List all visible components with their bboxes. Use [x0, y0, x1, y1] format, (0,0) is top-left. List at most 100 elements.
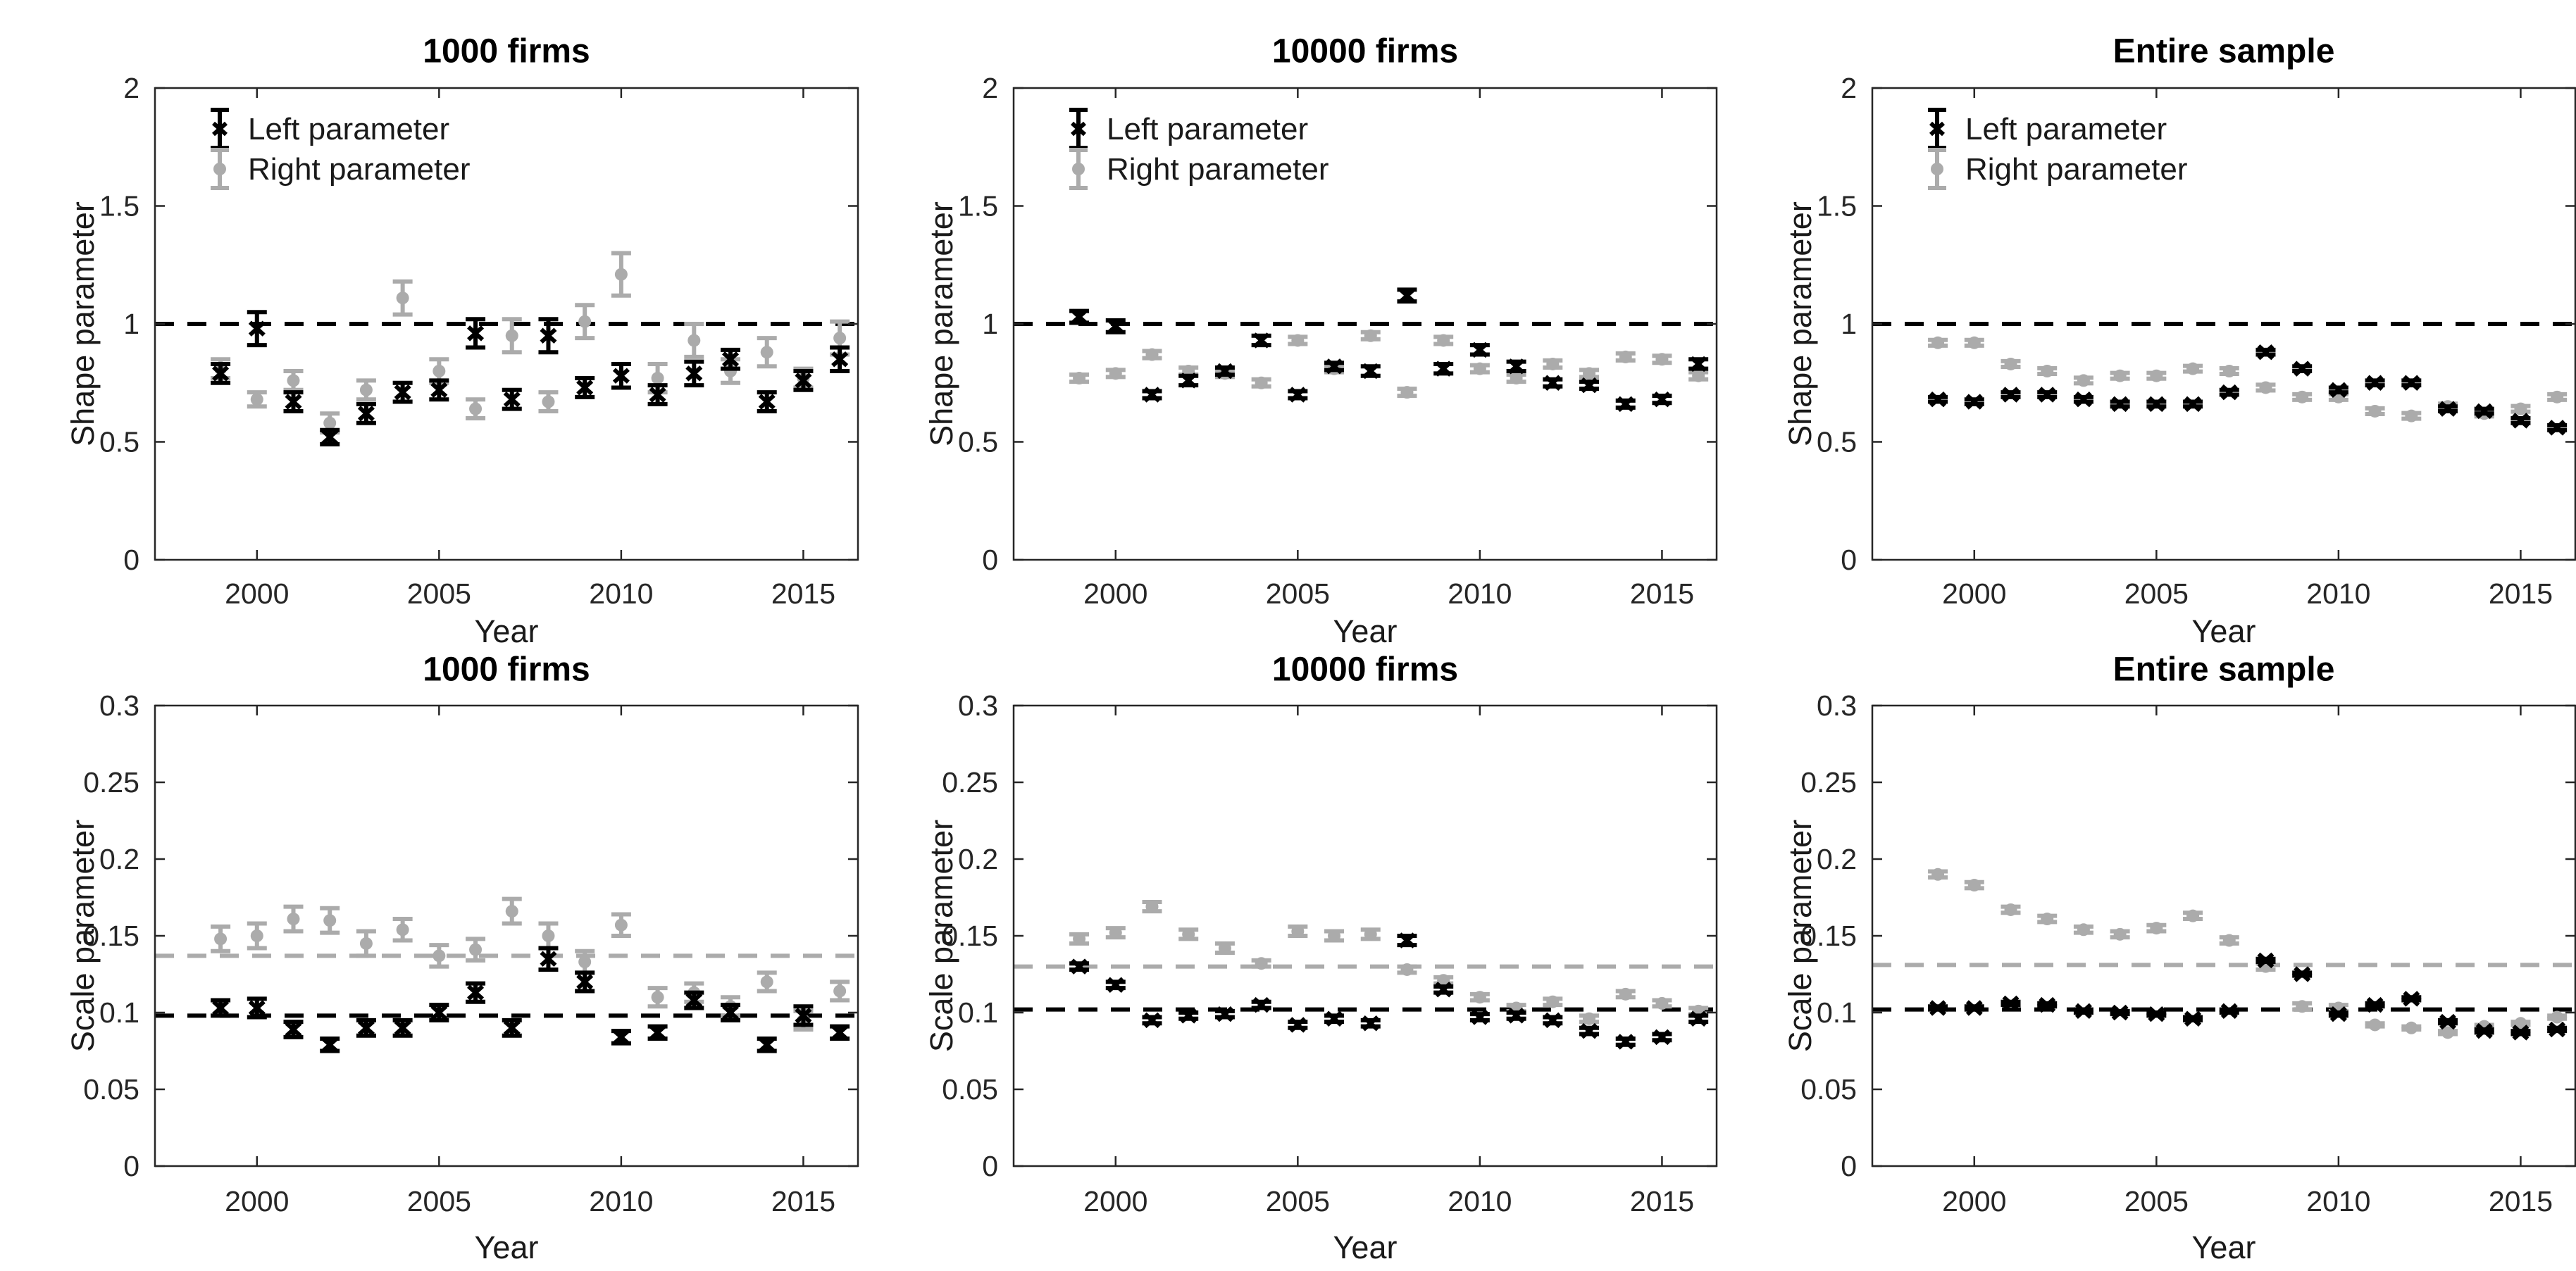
x-tick-label: 2000 [1083, 577, 1147, 610]
y-tick-label: 0.5 [958, 426, 998, 458]
x-tick-label: 2015 [1630, 1185, 1694, 1217]
y-tick-label: 0.05 [942, 1073, 998, 1106]
x-tick-label: 2010 [589, 1185, 653, 1217]
panel-0-xlabel: Year [474, 613, 539, 649]
legend-item-left: Left parameter [1069, 108, 1308, 150]
panel-5-plot: 2000 2005 2010 2015 0 0.05 0.1 0.15 0.2 0.25 0.3 [1800, 689, 2576, 1217]
series-right [211, 251, 850, 435]
y-tick-label: 1.5 [958, 190, 998, 223]
x-tick-label: 2010 [2306, 577, 2370, 610]
y-tick-label: 0.3 [958, 689, 998, 722]
x-tick-label: 2010 [1448, 1185, 1512, 1217]
x-tick-label: 2000 [1942, 577, 2006, 610]
legend-item-right: Right parameter [1928, 148, 2187, 190]
x-tick-label: 2005 [2124, 577, 2189, 610]
y-tick-label: 2 [1841, 72, 1857, 104]
y-tick-label: 1 [1841, 308, 1857, 340]
legend-label: Right parameter [248, 152, 470, 187]
y-tick-label: 0.5 [1817, 426, 1857, 458]
x-tick-label: 2005 [1266, 1185, 1330, 1217]
panel-2-ylabel: Shape parameter [1782, 201, 1818, 446]
x-tick-label: 2000 [1083, 1185, 1147, 1217]
panel-1-title: 10000 firms [1271, 32, 1459, 70]
panel-1-xlabel: Year [1333, 613, 1398, 649]
y-tick-label: 1 [123, 308, 139, 340]
legend-item-left: Left parameter [211, 108, 449, 150]
panel-5-title: Entire sample [2113, 651, 2335, 689]
y-tick-label: 0.3 [1817, 689, 1857, 722]
x-tick-label: 2015 [771, 577, 835, 610]
panel-5-ylabel: Scale parameter [1782, 819, 1818, 1053]
x-tick-label: 2005 [407, 577, 471, 610]
series-right [211, 896, 850, 1032]
panel-4-title: 10000 firms [1271, 651, 1459, 689]
panel-0-ylabel: Shape parameter [65, 201, 101, 446]
y-tick-label: 0.15 [1800, 920, 1857, 952]
y-tick-label: 0.2 [958, 843, 998, 875]
panel-2-plot: 2000 2005 2010 2015 0 0.5 1 1.5 2 Left parameter R… [1817, 72, 2576, 610]
x-tick-label: 2000 [225, 1185, 289, 1217]
series-left [211, 946, 850, 1053]
y-tick-label: 0.5 [99, 426, 139, 458]
y-tick-label: 0.2 [99, 843, 139, 875]
legend-item-right: Right parameter [1069, 148, 1329, 190]
y-tick-label: 0.1 [958, 996, 998, 1029]
x-tick-label: 2005 [1266, 577, 1330, 610]
y-tick-label: 0.25 [942, 766, 998, 799]
legend-label: Left parameter [1965, 112, 2167, 146]
panel-4-plot: 2000 2005 2010 2015 0 0.05 0.1 0.15 0.2 0.25 0.3 [942, 689, 1718, 1217]
y-tick-label: 0 [1841, 544, 1857, 576]
legend-label: Left parameter [1107, 112, 1308, 146]
y-tick-label: 0.15 [83, 920, 139, 952]
y-tick-label: 0.1 [99, 996, 139, 1029]
panel-1-ylabel: Shape parameter [923, 201, 959, 446]
y-tick-label: 0 [982, 1150, 998, 1182]
panel-4-xlabel: Year [1333, 1229, 1398, 1265]
y-tick-label: 0.2 [1817, 843, 1857, 875]
x-tick-label: 2015 [771, 1185, 835, 1217]
panel-5-xlabel: Year [2191, 1229, 2256, 1265]
y-tick-label: 0.05 [83, 1073, 139, 1106]
y-tick-label: 0.1 [1817, 996, 1857, 1029]
legend-label: Right parameter [1965, 152, 2187, 187]
y-tick-label: 0 [123, 1150, 139, 1182]
legend-label: Right parameter [1107, 152, 1329, 187]
panel-3-plot: 2000 2005 2010 2015 0 0.05 0.1 0.15 0.2 0.25 0.3 [83, 689, 859, 1217]
series-left [1928, 344, 2568, 436]
series-right [1928, 336, 2568, 422]
series-right [1069, 329, 1709, 399]
y-tick-label: 0 [123, 544, 139, 576]
y-tick-label: 0.25 [1800, 766, 1857, 799]
y-tick-label: 0.15 [942, 920, 998, 952]
y-tick-label: 2 [123, 72, 139, 104]
panel-2-title: Entire sample [2113, 32, 2335, 70]
panel-3-ylabel: Scale parameter [65, 819, 101, 1053]
x-tick-label: 2000 [1942, 1185, 2006, 1217]
panel-1-plot: 2000 2005 2010 2015 0 0.5 1 1.5 2 Left parameter R… [958, 72, 1718, 610]
panel-0-plot: 2000 2005 2010 2015 0 0.5 1 1.5 2 Left parameter R… [99, 72, 859, 610]
series-left [211, 310, 850, 446]
series-right [1928, 868, 2568, 1039]
legend-item-left: Left parameter [1928, 108, 2167, 150]
x-tick-label: 2010 [589, 577, 653, 610]
series-left [1928, 952, 2568, 1041]
panel-0-title: 1000 firms [423, 32, 590, 70]
y-tick-label: 2 [982, 72, 998, 104]
legend-label: Left parameter [248, 112, 449, 146]
y-tick-label: 1.5 [99, 190, 139, 223]
x-tick-label: 2015 [1630, 577, 1694, 610]
x-tick-label: 2015 [2489, 1185, 2553, 1217]
panel-4-ylabel: Scale parameter [923, 819, 959, 1053]
series-left [1069, 932, 1709, 1050]
x-tick-label: 2010 [1448, 577, 1512, 610]
y-tick-label: 0 [1841, 1150, 1857, 1182]
y-tick-label: 1.5 [1817, 190, 1857, 223]
y-tick-label: 1 [982, 308, 998, 340]
x-tick-label: 2005 [407, 1185, 471, 1217]
x-tick-label: 2000 [225, 577, 289, 610]
x-tick-label: 2005 [2124, 1185, 2189, 1217]
x-tick-label: 2010 [2306, 1185, 2370, 1217]
legend-item-right: Right parameter [211, 148, 470, 190]
